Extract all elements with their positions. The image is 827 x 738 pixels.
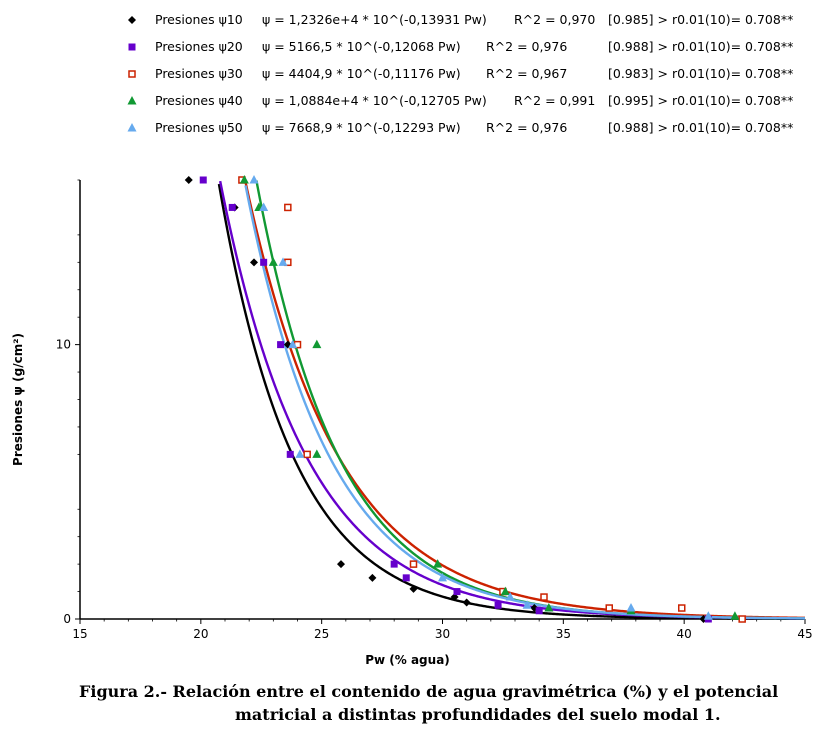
legend-r-squared: R^2 = 0,967	[486, 66, 567, 81]
data-point-series-1	[337, 560, 345, 569]
x-tick-label: 45	[797, 627, 812, 641]
legend-equation: ψ = 1,2326e+4 * 10^(-0,13931 Pw)	[262, 12, 487, 27]
data-point-series-2	[535, 607, 543, 615]
data-point-series-5	[259, 202, 269, 211]
x-tick-label: 15	[72, 627, 87, 641]
data-point-series-4	[312, 339, 322, 349]
legend-r-squared: R^2 = 0,976	[486, 39, 567, 54]
data-point-series-4	[268, 257, 278, 266]
data-point-series-2	[277, 341, 285, 349]
data-point-series-4	[730, 611, 740, 620]
data-point-series-3	[540, 593, 548, 601]
data-point-series-4	[239, 175, 249, 184]
legend-entry-3: Presiones ψ30 ψ = 4404,9 * 10^(-0,11176 P…	[128, 66, 793, 81]
legend-series-name: Presiones ψ20	[155, 39, 243, 54]
caption-line-1: Figura 2.- Relación entre el contenido d…	[79, 682, 779, 701]
legend-entry-1: Presiones ψ10 ψ = 1,2326e+4 * 10^(-0,1393…	[128, 12, 793, 27]
legend-series-name: Presiones ψ50	[155, 120, 243, 135]
caption-line-2: matricial a distintas profundidades del …	[235, 705, 721, 724]
legend-marker	[127, 96, 137, 105]
x-tick-label: 20	[193, 627, 208, 641]
data-point-series-2	[228, 203, 236, 211]
data-point-series-2	[260, 258, 268, 266]
legend-equation: ψ = 7668,9 * 10^(-0,12293 Pw)	[262, 120, 461, 135]
legend-equation: ψ = 4404,9 * 10^(-0,11176 Pw)	[262, 66, 461, 81]
data-point-series-1	[184, 176, 193, 184]
data-point-series-5	[703, 611, 713, 620]
data-point-series-1	[250, 258, 258, 267]
x-axis-label: Pw (% agua)	[365, 653, 450, 667]
data-point-series-2	[402, 574, 410, 582]
y-tick-label: 10	[56, 338, 71, 352]
data-point-series-3	[409, 560, 418, 568]
legend-entry-2: Presiones ψ20 ψ = 5166,5 * 10^(-0,12068 P…	[128, 39, 793, 54]
data-point-series-2	[286, 450, 294, 458]
legend-series-name: Presiones ψ40	[155, 93, 243, 108]
fit-curve-series-4	[255, 180, 806, 620]
fit-curve-series-1	[217, 183, 806, 621]
fit-curve-series-3	[244, 181, 806, 620]
legend-series-name: Presiones ψ10	[155, 12, 243, 27]
data-point-series-5	[438, 572, 447, 582]
legend-entry-4: Presiones ψ40 ψ = 1,0884e+4 * 10^(-0,1270…	[127, 93, 793, 108]
legend-marker	[127, 123, 137, 132]
legend-r-squared: R^2 = 0,976	[486, 120, 567, 135]
fit-curve-series-5	[244, 185, 806, 620]
legend-series-name: Presiones ψ30	[155, 66, 243, 81]
legend-marker	[128, 43, 136, 51]
y-axis-label: Presiones ψ (g/cm²)	[11, 333, 25, 466]
y-tick-label: 0	[63, 612, 71, 626]
fit-curve-series-2	[218, 180, 805, 620]
legend-significance: [0.983] > r0.01(10)= 0.708**	[608, 66, 793, 81]
axes: 15 20 25 30 35 40 45 0 10 Pw (% agua) Presiones ψ …	[11, 179, 813, 667]
data-point-series-5	[278, 257, 288, 266]
legend: Presiones ψ10 ψ = 1,2326e+4 * 10^(-0,1393…	[127, 12, 793, 135]
data-point-series-2	[453, 588, 461, 596]
data-point-series-4	[312, 449, 322, 458]
data-point-series-3	[678, 604, 686, 612]
legend-r-squared: R^2 = 0,991	[514, 93, 595, 108]
legend-r-squared: R^2 = 0,970	[514, 12, 595, 27]
legend-equation: ψ = 1,0884e+4 * 10^(-0,12705 Pw)	[262, 93, 487, 108]
data-point-series-5	[626, 603, 636, 612]
data-point-series-5	[249, 175, 259, 184]
x-tick-label: 40	[677, 627, 692, 641]
data-point-series-1	[409, 584, 418, 593]
legend-significance: [0.995] > r0.01(10)= 0.708**	[608, 93, 793, 108]
data-point-series-3	[605, 604, 613, 612]
legend-significance: [0.985] > r0.01(10)= 0.708**	[608, 12, 793, 27]
data-point-series-2	[390, 560, 398, 568]
data-point-series-3	[303, 450, 311, 459]
data-point-series-5	[522, 600, 532, 609]
data-point-series-5	[288, 339, 298, 349]
legend-marker	[128, 70, 136, 78]
data-point-series-3	[738, 615, 746, 623]
data-point-series-3	[284, 203, 292, 212]
data-point-series-1	[368, 573, 377, 582]
data-points	[184, 175, 746, 623]
data-point-series-5	[295, 449, 305, 458]
x-tick-label: 25	[314, 627, 329, 641]
legend-equation: ψ = 5166,5 * 10^(-0,12068 Pw)	[262, 39, 461, 54]
chart-svg: Presiones ψ10 ψ = 1,2326e+4 * 10^(-0,1393…	[11, 12, 813, 667]
legend-significance: [0.988] > r0.01(10)= 0.708**	[608, 120, 793, 135]
legend-entry-5: Presiones ψ50 ψ = 7668,9 * 10^(-0,12293 P…	[127, 120, 793, 135]
legend-significance: [0.988] > r0.01(10)= 0.708**	[608, 39, 793, 54]
legend-marker	[128, 16, 136, 24]
data-point-series-4	[544, 603, 554, 612]
data-point-series-4	[500, 586, 510, 596]
fit-curves	[217, 180, 806, 621]
x-tick-label: 35	[556, 627, 571, 641]
data-point-series-4	[433, 559, 443, 568]
data-point-series-5	[505, 592, 515, 601]
x-tick-label: 30	[435, 627, 450, 641]
data-point-series-1	[462, 598, 471, 607]
data-point-series-2	[199, 176, 207, 184]
data-point-series-2	[494, 601, 502, 609]
